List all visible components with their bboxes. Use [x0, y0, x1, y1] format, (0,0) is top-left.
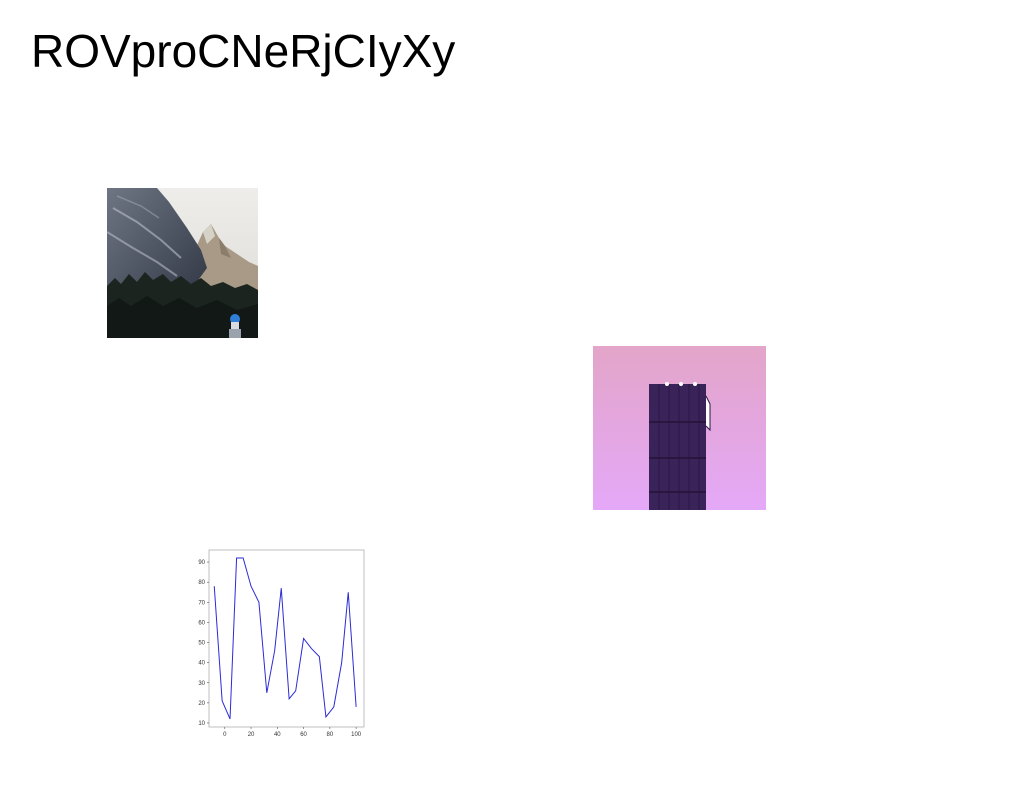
- tower-photo: [593, 346, 766, 510]
- x-tick-label: 40: [274, 732, 281, 738]
- y-tick-label: 60: [198, 620, 205, 626]
- x-axis: 0 20 40 60 80 100: [223, 727, 362, 738]
- mountain-photo: [107, 188, 258, 338]
- y-tick-label: 40: [198, 661, 205, 667]
- y-tick-label: 10: [198, 721, 205, 727]
- y-tick-label: 50: [198, 641, 205, 647]
- y-axis: 10 20 30 40 50 60 70 80 90: [198, 560, 209, 727]
- x-tick-label: 100: [351, 732, 362, 738]
- y-tick-label: 70: [198, 600, 205, 606]
- x-tick-label: 0: [223, 732, 227, 738]
- series-line: [213, 557, 357, 720]
- line-chart: 10 20 30 40 50 60 70 80 90 0 20 40 60 80 100: [193, 545, 369, 741]
- y-tick-label: 90: [198, 560, 205, 566]
- y-tick-label: 30: [198, 681, 205, 687]
- plot-area: [208, 549, 365, 728]
- line-chart-svg: 10 20 30 40 50 60 70 80 90 0 20 40 60 80 100: [198, 549, 365, 738]
- page-title: ROVproCNeRjCIyXy: [31, 25, 456, 77]
- x-tick-label: 80: [327, 732, 334, 738]
- y-tick-label: 80: [198, 580, 205, 586]
- y-tick-label: 20: [198, 701, 205, 707]
- x-tick-label: 20: [248, 732, 255, 738]
- x-tick-label: 60: [300, 732, 307, 738]
